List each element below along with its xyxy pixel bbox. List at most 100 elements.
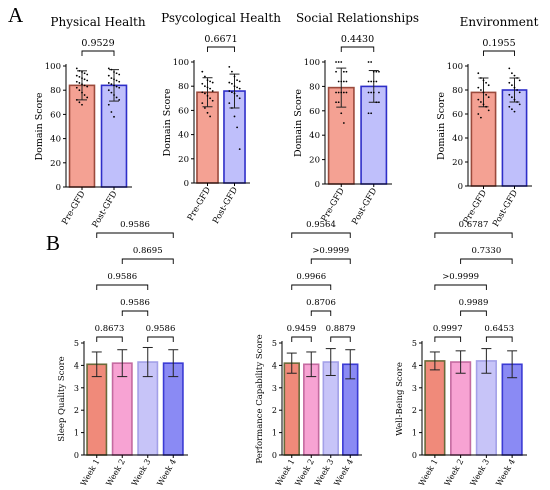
data-point [482, 79, 485, 82]
x-tick-label: Week 4 [332, 458, 355, 488]
bar [86, 363, 108, 456]
data-point [513, 74, 516, 77]
chart-title: Physical Health [50, 15, 145, 29]
data-point [367, 112, 370, 115]
data-point [211, 90, 214, 92]
data-point [78, 69, 81, 72]
data-point [110, 77, 113, 79]
data-point [228, 65, 231, 68]
y-axis-label: Domain Score [293, 89, 304, 157]
y-tick-label: 1 [272, 429, 277, 438]
x-tick-label: Post-GFD [350, 186, 379, 226]
data-point [83, 78, 86, 81]
data-point [231, 82, 233, 85]
x-tick-label: Week 3 [469, 458, 492, 488]
p-value-label: 0.9989 [459, 298, 489, 308]
data-point [231, 107, 233, 109]
y-tick-label: 100 [304, 58, 320, 68]
y-tick-label: 40 [452, 134, 463, 144]
y-tick-label: 60 [309, 107, 320, 117]
data-point [110, 91, 113, 94]
data-point [335, 70, 337, 73]
x-tick-label: Week 1 [79, 458, 102, 488]
y-tick-label: 100 [45, 62, 61, 72]
data-point [86, 96, 89, 99]
data-point [75, 80, 78, 83]
y-tick-label: 2 [272, 406, 277, 415]
data-point [477, 113, 480, 115]
y-tick-label: 1 [74, 429, 79, 438]
data-point [211, 81, 214, 84]
data-point [118, 98, 121, 101]
data-point [378, 101, 380, 104]
significance-bracket [340, 46, 375, 52]
x-tick-label: Post-GFD [491, 188, 520, 228]
data-point [340, 80, 343, 83]
data-point [78, 101, 81, 104]
p-value-label: 0.8879 [326, 324, 356, 334]
data-point [508, 81, 511, 84]
y-tick-label: 80 [178, 82, 189, 92]
data-point [209, 97, 212, 100]
data-point [335, 61, 337, 63]
data-point [236, 79, 239, 82]
data-point [236, 126, 239, 129]
data-point [107, 103, 110, 106]
data-point [480, 77, 482, 79]
data-point [518, 79, 521, 82]
data-point [482, 91, 485, 94]
data-point [480, 101, 482, 103]
data-point [113, 84, 115, 87]
y-tick-label: 100 [447, 62, 463, 72]
significance-bracket [310, 310, 332, 316]
y-tick-label: 5 [412, 339, 417, 348]
p-value-label: 0.8673 [95, 324, 125, 334]
data-point [81, 71, 83, 73]
x-tick-label: Week 4 [494, 458, 517, 488]
data-point [209, 115, 212, 118]
data-point [211, 99, 214, 102]
chart-title: Environment [460, 15, 539, 29]
significance-bracket [460, 258, 513, 264]
data-point [204, 85, 206, 88]
data-point [340, 91, 343, 94]
p-value-label: 0.9586 [146, 324, 176, 334]
data-point [113, 115, 115, 118]
data-point [83, 94, 86, 96]
y-tick-label: 0 [458, 182, 463, 192]
p-value-label: 0.9586 [107, 272, 137, 282]
bar [424, 360, 446, 456]
data-point [201, 102, 204, 105]
data-point [485, 81, 487, 84]
data-point [78, 75, 81, 78]
p-value-label: 0.9586 [120, 298, 150, 308]
y-tick-label: 3 [412, 384, 417, 393]
p-value-label: 0.6671 [204, 34, 237, 45]
data-point [209, 80, 212, 83]
y-tick-label: 60 [178, 106, 189, 116]
data-point [83, 84, 86, 87]
data-point [75, 67, 78, 70]
y-axis-label: Sleep Quality Score [57, 356, 67, 441]
data-point [370, 112, 373, 115]
significance-bracket [207, 46, 235, 52]
significance-bracket [330, 336, 351, 342]
significance-bracket [96, 284, 149, 290]
p-value-label: 0.9586 [120, 220, 150, 230]
significance-bracket [121, 310, 149, 316]
data-point [75, 74, 78, 77]
y-axis-label: Domain Score [162, 88, 173, 156]
data-point [370, 80, 373, 83]
significance-bracket [81, 50, 115, 56]
data-point [228, 90, 231, 92]
data-point [335, 91, 337, 94]
data-point [110, 83, 113, 86]
y-tick-label: 5 [272, 339, 277, 348]
data-point [375, 101, 378, 104]
p-value-label: 0.4430 [341, 34, 374, 45]
data-point [511, 108, 513, 111]
data-point [477, 72, 480, 75]
y-tick-label: 0 [272, 451, 277, 460]
significance-bracket [434, 336, 462, 342]
data-point [206, 94, 209, 97]
